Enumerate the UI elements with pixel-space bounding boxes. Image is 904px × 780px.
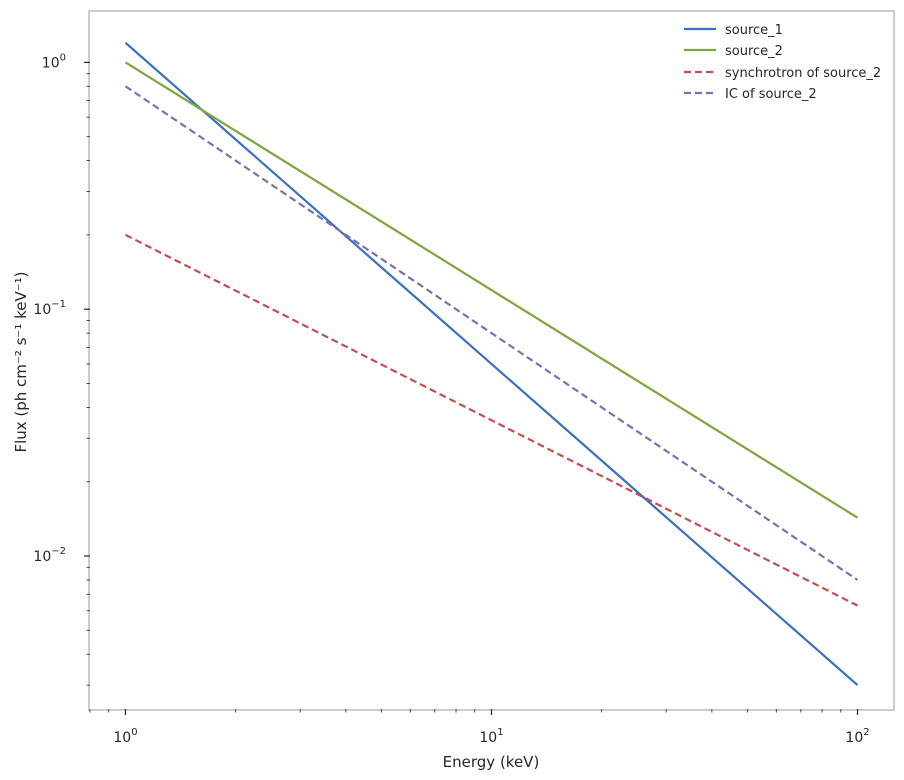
legend-label-ic: IC of source_2 <box>725 87 817 102</box>
x-tick-label-2: 102 <box>845 727 869 746</box>
y-tick-label-1: 10−1 <box>33 299 66 318</box>
x-axis-label: Energy (keV) <box>443 753 540 771</box>
legend-label-synchrotron: synchrotron of source_2 <box>725 66 881 81</box>
series-line-source-2 <box>124 61 859 519</box>
series-line-ic-of-source-2 <box>124 85 859 581</box>
series-line-source-1 <box>124 41 859 686</box>
x-tick-labels: 100 101 102 <box>113 727 869 746</box>
legend: source_1 source_2 synchrotron of source_… <box>684 23 881 102</box>
x-tick-label-1: 101 <box>479 727 503 746</box>
x-tick-label-0: 100 <box>113 727 137 746</box>
major-ticks <box>84 61 859 715</box>
minor-ticks <box>86 73 842 713</box>
series-line-synchrotron-of-source-2 <box>125 233 858 607</box>
y-axis-label: Flux (ph cm⁻² s⁻¹ keV⁻¹) <box>12 271 30 452</box>
y-tick-label-2: 100 <box>42 52 66 71</box>
legend-label-source-1: source_1 <box>725 23 783 38</box>
legend-label-source-2: source_2 <box>725 44 783 59</box>
y-tick-label-0: 10−2 <box>33 546 66 565</box>
y-tick-labels: 10−2 10−1 100 <box>33 52 66 565</box>
series-lines <box>124 41 859 686</box>
